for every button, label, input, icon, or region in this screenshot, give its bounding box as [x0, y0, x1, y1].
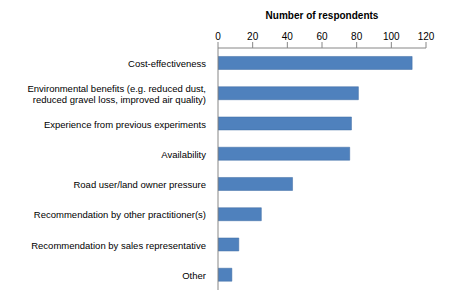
svg-text:40: 40 — [282, 31, 294, 42]
svg-text:Recommendation by other practi: Recommendation by other practitioner(s) — [34, 209, 206, 220]
svg-text:Experience from previous exper: Experience from previous experiments — [44, 118, 206, 129]
svg-text:100: 100 — [383, 31, 400, 42]
svg-text:80: 80 — [351, 31, 363, 42]
svg-text:Cost-effectiveness: Cost-effectiveness — [128, 58, 206, 69]
svg-text:20: 20 — [247, 31, 259, 42]
svg-text:0: 0 — [215, 31, 221, 42]
svg-text:Environmental benefits (e.g. r: Environmental benefits (e.g. reduced dus… — [28, 82, 207, 104]
svg-text:Other: Other — [182, 269, 206, 280]
svg-text:120: 120 — [418, 31, 435, 42]
svg-text:Road user/land owner pressure: Road user/land owner pressure — [73, 179, 206, 190]
svg-text:Availability: Availability — [161, 148, 206, 159]
svg-text:Number of respondents: Number of respondents — [266, 10, 379, 21]
svg-text:60: 60 — [316, 31, 328, 42]
svg-text:Recommendation by sales repres: Recommendation by sales representative — [31, 239, 206, 250]
